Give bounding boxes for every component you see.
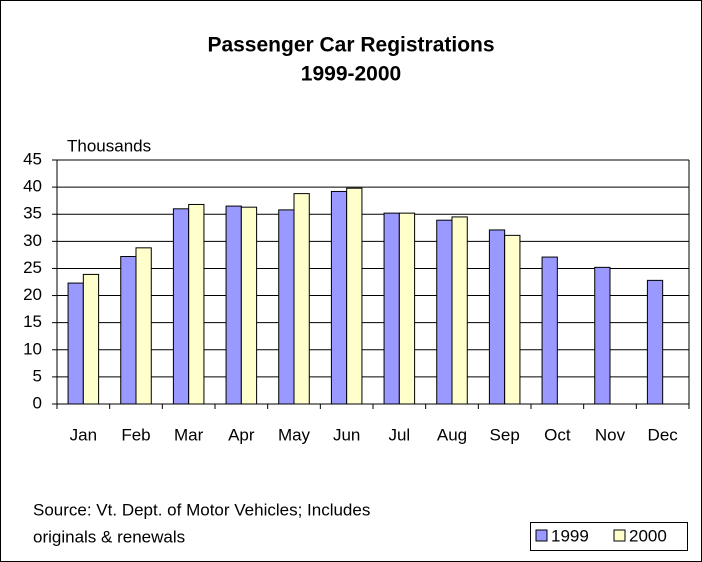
bar (398, 212, 416, 405)
bar (436, 219, 453, 405)
y-tick-label: 40 (23, 177, 42, 196)
bar (594, 266, 611, 405)
bar (240, 206, 258, 405)
bar (135, 247, 152, 405)
bar (383, 212, 400, 405)
x-tick-label: Feb (121, 425, 150, 444)
y-tick-label: 25 (23, 258, 42, 277)
y-tick-label: 0 (33, 393, 42, 412)
y-tick-label: 15 (23, 312, 42, 331)
x-tick-label: Nov (595, 425, 626, 444)
x-tick-label: Jul (388, 425, 410, 444)
bar (541, 256, 558, 405)
x-tick-label: Jun (333, 425, 360, 444)
bar (293, 193, 310, 405)
y-tick-label: 35 (23, 204, 42, 223)
x-tick-label: Mar (174, 425, 204, 444)
y-tick-label: 10 (23, 339, 42, 358)
bar (330, 190, 348, 405)
legend-swatch (613, 529, 626, 542)
bar (225, 205, 242, 405)
bar (172, 208, 190, 405)
y-tick-label: 5 (33, 366, 42, 385)
legend-swatch (535, 529, 548, 542)
legend-box (530, 522, 688, 551)
y-tick-label: 45 (23, 149, 42, 168)
chart-title: Passenger Car Registrations (207, 34, 494, 57)
x-tick-label: Aug (437, 425, 467, 444)
bar (451, 216, 468, 405)
bar (646, 279, 664, 405)
bar (188, 203, 205, 405)
bar (67, 282, 84, 405)
x-tick-label: May (278, 425, 311, 444)
bar (82, 273, 100, 405)
bar (120, 256, 137, 405)
bar (504, 234, 521, 405)
x-tick-label: Dec (648, 425, 679, 444)
y-tick-label: 20 (23, 285, 42, 304)
bar (346, 187, 363, 405)
y-tick-label: 30 (23, 231, 42, 250)
x-tick-label: Jan (70, 425, 97, 444)
y-axis-label: Thousands (67, 136, 151, 155)
x-tick-label: Sep (490, 425, 520, 444)
chart-subtitle: 1999-2000 (301, 63, 401, 86)
bar (488, 229, 506, 405)
source-note: originals & renewals (33, 527, 185, 546)
bar (278, 209, 295, 405)
legend-label: 1999 (551, 526, 589, 545)
legend-label: 2000 (629, 526, 667, 545)
source-note: Source: Vt. Dept. of Motor Vehicles; Inc… (33, 500, 370, 519)
x-tick-label: Oct (544, 425, 571, 444)
x-tick-label: Apr (228, 425, 255, 444)
